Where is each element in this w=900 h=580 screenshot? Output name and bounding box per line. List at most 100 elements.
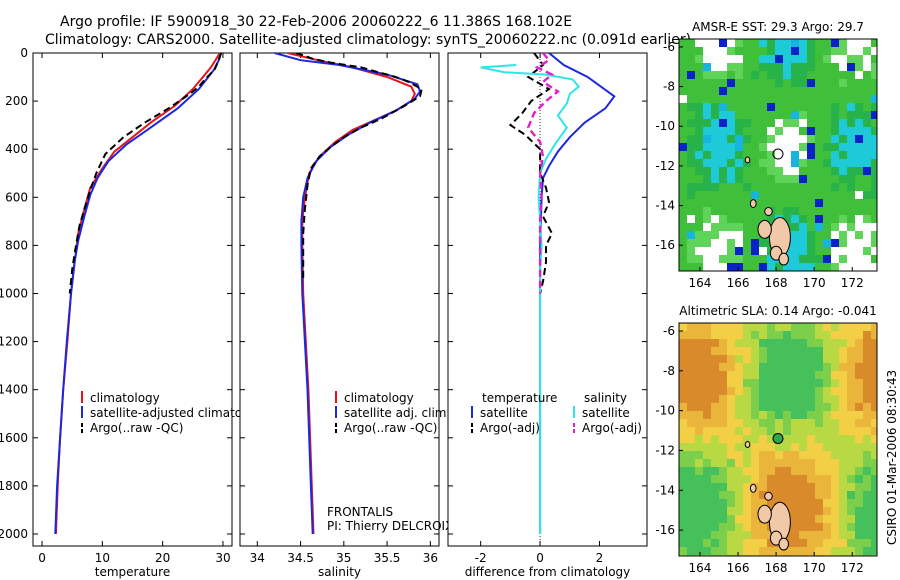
map-cell — [839, 339, 847, 347]
map-cell — [743, 127, 751, 135]
map-cell — [775, 47, 783, 55]
map-cell — [871, 547, 877, 555]
plot-frame — [32, 52, 233, 547]
map-cell — [783, 191, 791, 199]
map-cell — [727, 403, 735, 411]
map-cell — [831, 247, 839, 255]
map-cell — [767, 443, 775, 451]
map-cell — [743, 347, 751, 355]
map-cell — [791, 355, 799, 363]
map-cell — [847, 191, 855, 199]
map-cell — [711, 167, 719, 175]
map-cell — [735, 355, 743, 363]
map-cell — [695, 191, 703, 199]
map-cell — [767, 167, 775, 175]
map-cell — [847, 135, 855, 143]
map-cell — [863, 531, 871, 539]
map-cell — [711, 379, 719, 387]
map-cell — [711, 159, 719, 167]
map-cell — [815, 239, 823, 247]
map-cell — [823, 199, 831, 207]
x-tick-label: 20 — [155, 551, 170, 565]
map-cell — [751, 323, 759, 331]
map-cell — [807, 215, 815, 223]
map-cell — [799, 435, 807, 443]
map-cell — [767, 411, 775, 419]
map-cell — [695, 183, 703, 191]
map-cell — [751, 371, 759, 379]
y-tick-label: 1000 — [0, 286, 28, 300]
map-cell — [711, 143, 719, 151]
map-cell — [839, 515, 847, 523]
map-cell — [799, 63, 807, 71]
map-cell — [847, 255, 855, 263]
map-cell — [807, 71, 815, 79]
map-cell — [727, 483, 735, 491]
map-cell — [735, 403, 743, 411]
map-cell — [703, 199, 711, 207]
map-cell — [743, 531, 751, 539]
map-cell — [831, 467, 839, 475]
map-cell — [751, 419, 759, 427]
map-cell — [751, 71, 759, 79]
map-cell — [839, 215, 847, 223]
map-cell — [799, 95, 807, 103]
map-cell — [815, 395, 823, 403]
map-cell — [703, 127, 711, 135]
map-cell — [767, 355, 775, 363]
map-cell — [823, 135, 831, 143]
map-cell — [751, 475, 759, 483]
map-cell — [871, 71, 877, 79]
map-cell — [703, 175, 711, 183]
map-cell — [711, 395, 719, 403]
map-cell — [743, 419, 751, 427]
map-cell — [735, 175, 743, 183]
map-cell — [815, 87, 823, 95]
map-cell — [775, 355, 783, 363]
map-cell — [847, 347, 855, 355]
map-cell — [711, 323, 719, 331]
map-cell — [727, 539, 735, 547]
map-cell — [807, 435, 815, 443]
map-cell — [719, 387, 727, 395]
map-cell — [799, 523, 807, 531]
map-cell — [855, 167, 863, 175]
map-cell — [743, 167, 751, 175]
map-cell — [871, 175, 877, 183]
map-cell — [743, 387, 751, 395]
map-cell — [711, 547, 719, 555]
map-cell — [863, 255, 871, 263]
map-cell — [695, 135, 703, 143]
map-cell — [727, 159, 735, 167]
map-cell — [847, 547, 855, 555]
map-cell — [687, 223, 695, 231]
map-cell — [855, 127, 863, 135]
map-cell — [751, 411, 759, 419]
map-cell — [767, 175, 775, 183]
map-cell — [847, 483, 855, 491]
map-cell — [863, 451, 871, 459]
map-cell — [855, 491, 863, 499]
map-cell — [719, 539, 727, 547]
map-cell — [855, 183, 863, 191]
map-cell — [695, 143, 703, 151]
map-cell — [799, 247, 807, 255]
legend-label: satellite — [582, 406, 630, 420]
map-cell — [791, 435, 799, 443]
map-cell — [863, 167, 871, 175]
map-cell — [735, 395, 743, 403]
map-cell — [711, 223, 719, 231]
map-cell — [719, 443, 727, 451]
map-cell — [855, 47, 863, 55]
series-line-sat — [54, 53, 223, 535]
map-cell — [759, 443, 767, 451]
map-cell — [703, 523, 711, 531]
map-cell — [719, 499, 727, 507]
map-cell — [719, 239, 727, 247]
map-cell — [839, 95, 847, 103]
map-cell — [791, 159, 799, 167]
map-cell — [775, 379, 783, 387]
map-cell — [687, 515, 695, 523]
map-cell — [695, 451, 703, 459]
map-cell — [687, 443, 695, 451]
